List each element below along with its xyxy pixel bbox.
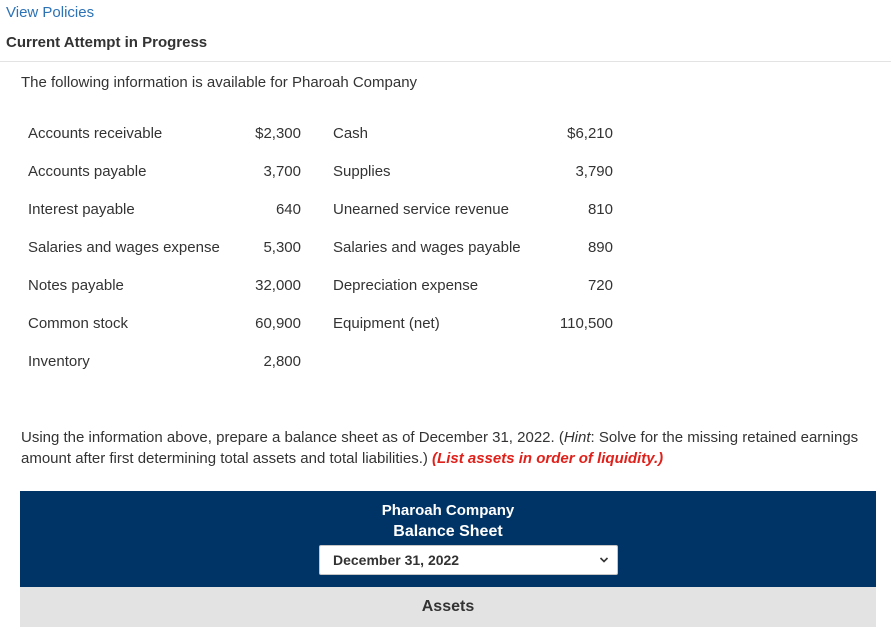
account-amount: 810: [587, 201, 613, 218]
chevron-down-icon: [599, 557, 609, 563]
account-name: Accounts payable: [28, 163, 147, 180]
account-name: Inventory: [28, 353, 90, 370]
view-policies-link[interactable]: View Policies: [6, 4, 95, 21]
instructions-part: Using the information above, prepare a b…: [21, 429, 564, 446]
intro-text: The following information is available f…: [21, 74, 418, 91]
account-name: Salaries and wages expense: [28, 239, 220, 256]
account-amount: 60,900: [255, 315, 301, 332]
liquidity-note: (List assets in order of liquidity.): [432, 450, 664, 467]
instructions-part: : Solve for the missing retained earning…: [21, 429, 859, 467]
account-name: Common stock: [28, 315, 129, 332]
account-amount: 2,800: [263, 353, 301, 370]
account-name: Salaries and wages payable: [333, 239, 521, 256]
assets-label: Assets: [421, 598, 475, 615]
account-name: Supplies: [333, 163, 391, 180]
account-amount: 110,500: [559, 315, 613, 332]
account-name: Cash: [333, 125, 369, 142]
account-info-table: Accounts receivable $2,300 Cash $6,210 A…: [28, 115, 628, 385]
instructions-text: Using the information above, prepare a b…: [21, 427, 881, 469]
attempt-heading: Current Attempt in Progress: [6, 34, 208, 51]
account-name: Equipment (net): [333, 315, 440, 332]
hint-label: Hint: [563, 429, 591, 446]
divider: [0, 61, 891, 62]
account-name: Interest payable: [28, 201, 135, 218]
assets-section-header: Assets: [20, 587, 876, 627]
date-dropdown-value: December 31, 2022: [333, 552, 460, 568]
balance-sheet-header: Pharoah Company Balance Sheet December 3…: [20, 491, 876, 587]
company-name: Pharoah Company: [381, 502, 515, 519]
account-name: Accounts receivable: [28, 125, 163, 142]
account-amount: 3,790: [575, 163, 613, 180]
account-amount: $2,300: [255, 125, 301, 142]
account-amount: 5,300: [263, 239, 301, 256]
account-name: Notes payable: [28, 277, 124, 294]
statement-title: Balance Sheet: [393, 523, 503, 540]
account-name: Depreciation expense: [333, 277, 479, 294]
account-amount: 32,000: [255, 277, 301, 294]
account-amount: $6,210: [567, 125, 613, 142]
account-name: Unearned service revenue: [333, 201, 509, 218]
account-amount: 720: [587, 277, 613, 294]
account-amount: 640: [275, 201, 301, 218]
account-amount: 890: [587, 239, 613, 256]
date-dropdown[interactable]: December 31, 2022: [319, 545, 618, 575]
account-amount: 3,700: [263, 163, 301, 180]
